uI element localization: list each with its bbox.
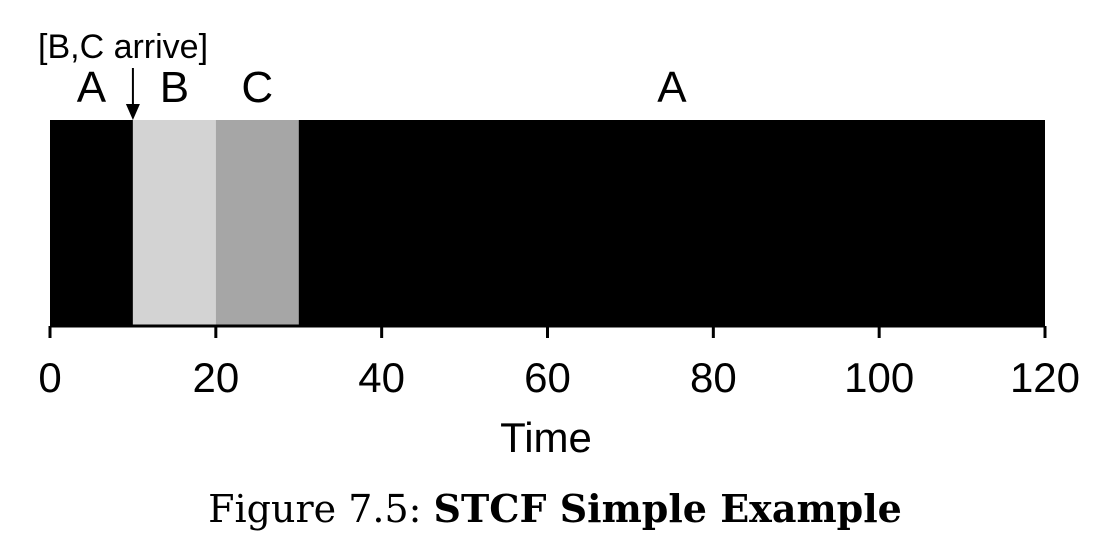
segment-label-a-0: A [77,63,107,112]
segment-c-2 [215,120,299,326]
segment-b-1 [132,120,216,326]
x-tick-label-0: 0 [38,354,61,401]
segment-label-a-3: A [657,63,687,112]
segment-a-3 [298,120,1045,326]
x-tick-label-120: 120 [1010,354,1080,401]
figure-caption: Figure 7.5: STCF Simple Example [0,487,1110,531]
x-axis: 0 20 40 60 80 100 120 [38,324,1080,401]
annotation-layer: [B,C arrive] [38,28,208,120]
caption-prefix: Figure 7.5: [208,487,422,531]
x-axis-label: Time [500,414,592,461]
x-tick-label-100: 100 [844,354,914,401]
x-tick-label-40: 40 [358,354,405,401]
x-tick-label-20: 20 [192,354,239,401]
caption-title: STCF Simple Example [433,486,902,531]
x-tick-label-60: 60 [524,354,571,401]
segment-label-c-2: C [241,63,273,112]
segment-label-b-1: B [160,63,189,112]
arrival-arrow-head [125,104,140,120]
segments-layer [50,120,1045,326]
stcf-timeline-chart: A B C A 0 20 40 60 80 100 120 [B,C arrive] Time [38,28,1080,461]
segment-a-0 [50,120,133,326]
x-tick-label-80: 80 [690,354,737,401]
arrival-annotation-text: [B,C arrive] [38,28,208,66]
